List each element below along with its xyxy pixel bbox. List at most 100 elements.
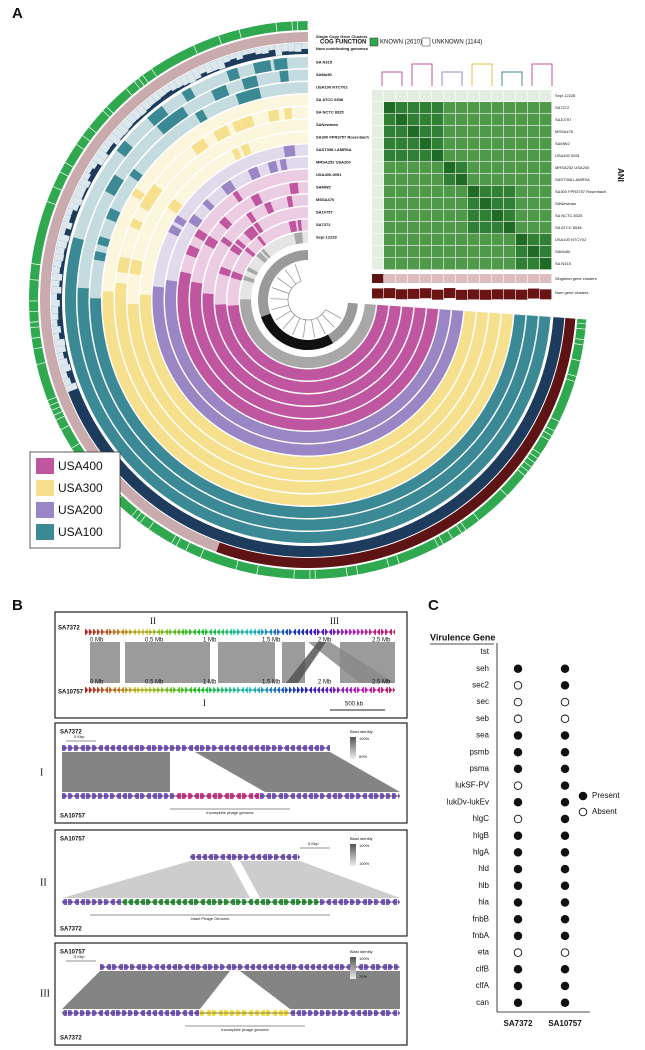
heatmap-cell bbox=[516, 162, 528, 174]
panel-label: B bbox=[12, 597, 23, 614]
scale-label: 0 Mb bbox=[90, 638, 104, 644]
cog-gap bbox=[500, 488, 508, 496]
legend-swatch bbox=[36, 502, 54, 518]
heatmap-cell bbox=[420, 114, 432, 126]
dendrogram bbox=[275, 310, 292, 321]
cog-gap bbox=[185, 542, 190, 551]
heatmap-cell bbox=[372, 246, 384, 258]
heatmap-cell bbox=[408, 162, 420, 174]
heatmap-cell bbox=[480, 210, 492, 222]
cog-gap bbox=[56, 415, 65, 421]
heatmap-cell bbox=[504, 150, 516, 162]
heatmap-cell bbox=[372, 126, 384, 138]
heatmap-cell bbox=[528, 186, 540, 198]
presence-dot bbox=[513, 798, 523, 807]
ring-segment bbox=[209, 60, 220, 72]
singleton-bar bbox=[384, 274, 396, 283]
cog-gap bbox=[36, 362, 46, 365]
ring-segment bbox=[162, 84, 172, 94]
panel-label: A bbox=[12, 5, 23, 22]
heatmap-cell bbox=[468, 90, 480, 102]
legend-label: Present bbox=[592, 791, 620, 800]
scale-bar-label: 5 Kbp bbox=[74, 954, 85, 959]
scale-label: 2 Mb bbox=[318, 680, 332, 686]
ring-segment bbox=[53, 259, 62, 268]
heatmap-cell bbox=[504, 90, 516, 102]
cog-gap bbox=[135, 512, 142, 520]
ring-segment bbox=[226, 67, 241, 82]
heatmap-cell bbox=[504, 162, 516, 174]
cog-swatch bbox=[369, 37, 379, 47]
heatmap-cell bbox=[372, 186, 384, 198]
heatmap-cell bbox=[528, 210, 540, 222]
ring-label: MSSA476 bbox=[316, 197, 335, 202]
heatmap-dendrogram bbox=[411, 63, 433, 86]
ring-segment bbox=[288, 220, 298, 233]
ring-segment bbox=[51, 279, 60, 287]
cog-gap bbox=[355, 565, 359, 575]
ring-segment bbox=[147, 105, 169, 127]
dendrogram bbox=[287, 280, 326, 321]
heatmap-cell bbox=[384, 258, 396, 270]
heatmap-cell bbox=[456, 150, 468, 162]
heatmap-cell bbox=[540, 90, 552, 102]
presence-dot bbox=[560, 948, 570, 957]
heatmap-cell bbox=[516, 210, 528, 222]
gene-label: psma bbox=[469, 764, 489, 773]
heatmap-cell bbox=[408, 210, 420, 222]
ring-segment bbox=[92, 154, 106, 166]
heatmap-cell bbox=[456, 186, 468, 198]
presence-dot bbox=[560, 664, 570, 673]
heatmap-cell bbox=[504, 186, 516, 198]
heatmap-label: SAMW2 bbox=[555, 141, 570, 146]
heatmap-cell bbox=[456, 210, 468, 222]
heatmap-cell bbox=[468, 102, 480, 114]
gene-label: lukSF-PV bbox=[455, 781, 489, 790]
scale-bar-label: 5 Kbp bbox=[308, 841, 319, 846]
cog-gap bbox=[171, 535, 177, 544]
heatmap-cell bbox=[408, 90, 420, 102]
ring-segment bbox=[188, 213, 203, 228]
heatmap-label: MSSA476 bbox=[555, 129, 574, 134]
cog-title: COG FUNCTION bbox=[320, 40, 366, 46]
numeral: II bbox=[40, 877, 47, 888]
heatmap-cell bbox=[528, 162, 540, 174]
ring-segment bbox=[261, 46, 269, 55]
cog-gap bbox=[148, 521, 155, 530]
alignment-block bbox=[340, 642, 395, 683]
ring-segment bbox=[126, 113, 137, 125]
heatmap-cell bbox=[480, 114, 492, 126]
heatmap-label: SA300 FPR3757 Rosenbach bbox=[555, 189, 606, 194]
ring-segment bbox=[88, 160, 98, 170]
identity-min: 69% bbox=[359, 754, 367, 759]
ring-segment bbox=[156, 115, 176, 135]
genome-label: SA10757 bbox=[60, 950, 86, 956]
scale-label: 1.5 Mb bbox=[262, 638, 281, 644]
presence-dot bbox=[560, 848, 570, 857]
gene-label: sea bbox=[476, 731, 489, 740]
heatmap-cell bbox=[384, 222, 396, 234]
cog-gap bbox=[235, 560, 239, 570]
cog-gap bbox=[434, 538, 439, 547]
heatmap-cell bbox=[516, 234, 528, 246]
ring-segment bbox=[234, 238, 247, 250]
ring-segment bbox=[59, 227, 67, 235]
heatmap-cell bbox=[444, 246, 456, 258]
heatmap-cell bbox=[396, 222, 408, 234]
heatmap-cell bbox=[528, 102, 540, 114]
presence-dot bbox=[560, 998, 570, 1007]
heatmap-cell bbox=[384, 198, 396, 210]
heatmap-cell bbox=[420, 126, 432, 138]
ring-segment bbox=[248, 48, 256, 55]
heatmap-cell bbox=[420, 198, 432, 210]
cog-gap bbox=[29, 321, 39, 323]
ring-segment bbox=[185, 244, 200, 259]
heatmap-cell bbox=[408, 222, 420, 234]
singleton-bar bbox=[396, 274, 408, 283]
ring-segment bbox=[55, 246, 65, 255]
ring-segment bbox=[232, 119, 243, 133]
singleton-bar bbox=[540, 274, 552, 283]
ring-segment bbox=[70, 195, 83, 206]
ring-segment bbox=[59, 363, 72, 373]
ring-segment bbox=[68, 201, 80, 212]
